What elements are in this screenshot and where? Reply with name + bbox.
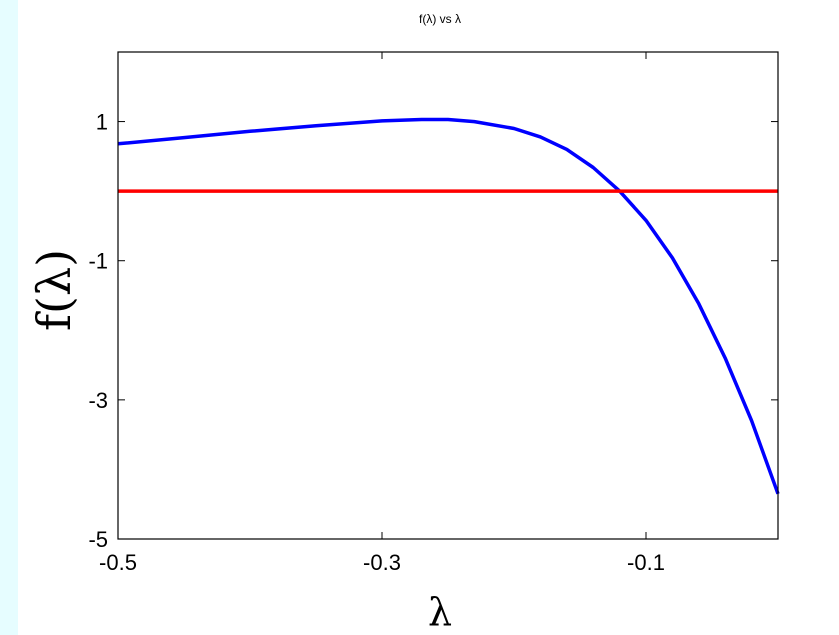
x-tick-label: -0.5 [99,550,137,575]
plot-frame [117,51,779,540]
line-chart: f(λ) vs λ -0.5 -0.3 -0.1 -5 -3 -1 1 λ f(λ) [27,12,780,634]
x-tick-label: -0.3 [363,550,401,575]
series-layer [117,117,780,495]
y-axis-label: f(λ) [27,249,81,331]
x-tick-label: -0.1 [627,550,665,575]
y-tick-label: 1 [96,110,108,135]
y-tick-label: -5 [88,527,108,552]
figure-area: f(λ) vs λ -0.5 -0.3 -0.1 -5 -3 -1 1 λ f(λ) [18,0,839,635]
y-tick-label: -3 [88,388,108,413]
series-line-1 [117,117,780,495]
chart-title: f(λ) vs λ [419,12,461,26]
ticks-layer: -0.5 -0.3 -0.1 -5 -3 -1 1 [88,52,778,575]
y-tick-label: -1 [88,249,108,274]
x-axis-label: λ [428,590,452,634]
